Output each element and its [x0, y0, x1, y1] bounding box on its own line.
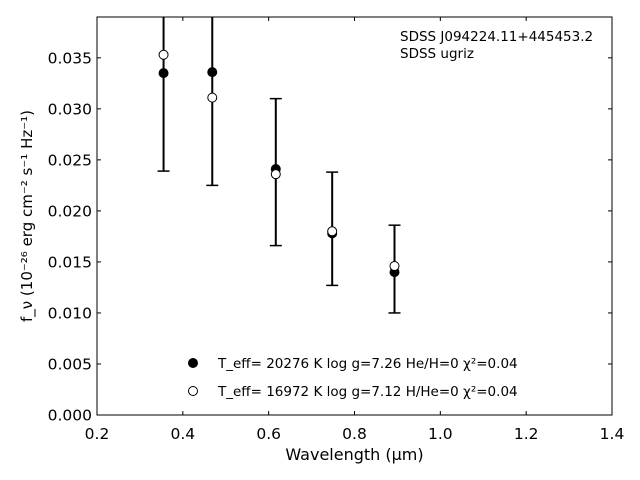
- model-point-filled-0: [158, 68, 169, 79]
- legend-marker-open: [188, 386, 198, 396]
- model-point-open-0: [158, 49, 169, 60]
- x-tick-label-0: 0.2: [85, 425, 110, 443]
- x-tick-label-5: 1.2: [514, 425, 539, 443]
- y-axis: 0.000 0.005 0.010 0.015 0.020 0.025 0.030 0.035: [48, 49, 612, 425]
- y-tick-label-5: 0.025: [48, 151, 92, 169]
- data-markers: [158, 49, 400, 278]
- x-tick-label-2: 0.6: [256, 425, 281, 443]
- x-tick-label-4: 1.0: [428, 425, 453, 443]
- legend-label-series-2: T_eff= 16972 K log g=7.12 H/He=0 χ²=0.04: [217, 384, 518, 400]
- error-bars: [157, 17, 401, 314]
- x-axis-label: Wavelength (μm): [285, 445, 423, 464]
- annotation-filter-set: SDSS ugriz: [400, 46, 474, 62]
- y-tick-label-6: 0.030: [48, 100, 92, 118]
- model-point-open-4: [389, 261, 400, 272]
- model-point-open-1: [207, 92, 218, 103]
- x-tick-label-6: 1.4: [600, 425, 625, 443]
- y-tick-label-1: 0.005: [48, 355, 92, 373]
- x-tick-label-1: 0.4: [171, 425, 196, 443]
- model-point-open-3: [327, 226, 338, 237]
- y-tick-label-0: 0.000: [48, 407, 92, 425]
- legend-label-series-1: T_eff= 20276 K log g=7.26 He/H=0 χ²=0.04: [217, 356, 518, 372]
- legend: T_eff= 20276 K log g=7.26 He/H=0 χ²=0.04…: [188, 356, 518, 400]
- y-axis-label: f_ν (10⁻²⁶ erg cm⁻² s⁻¹ Hz⁻¹): [18, 110, 37, 322]
- y-tick-label-2: 0.010: [48, 304, 92, 322]
- model-point-open-2: [270, 169, 281, 180]
- y-tick-label-4: 0.020: [48, 202, 92, 220]
- x-axis: 0.2 0.4 0.6 0.8 1.0 1.2 1.4: [85, 17, 625, 443]
- legend-marker-filled: [188, 358, 198, 368]
- y-tick-label-7: 0.035: [48, 49, 92, 67]
- model-point-filled-1: [207, 67, 218, 78]
- x-tick-label-3: 0.8: [342, 425, 367, 443]
- y-tick-label-3: 0.015: [48, 253, 92, 271]
- annotation-object-name: SDSS J094224.11+445453.2: [400, 29, 593, 45]
